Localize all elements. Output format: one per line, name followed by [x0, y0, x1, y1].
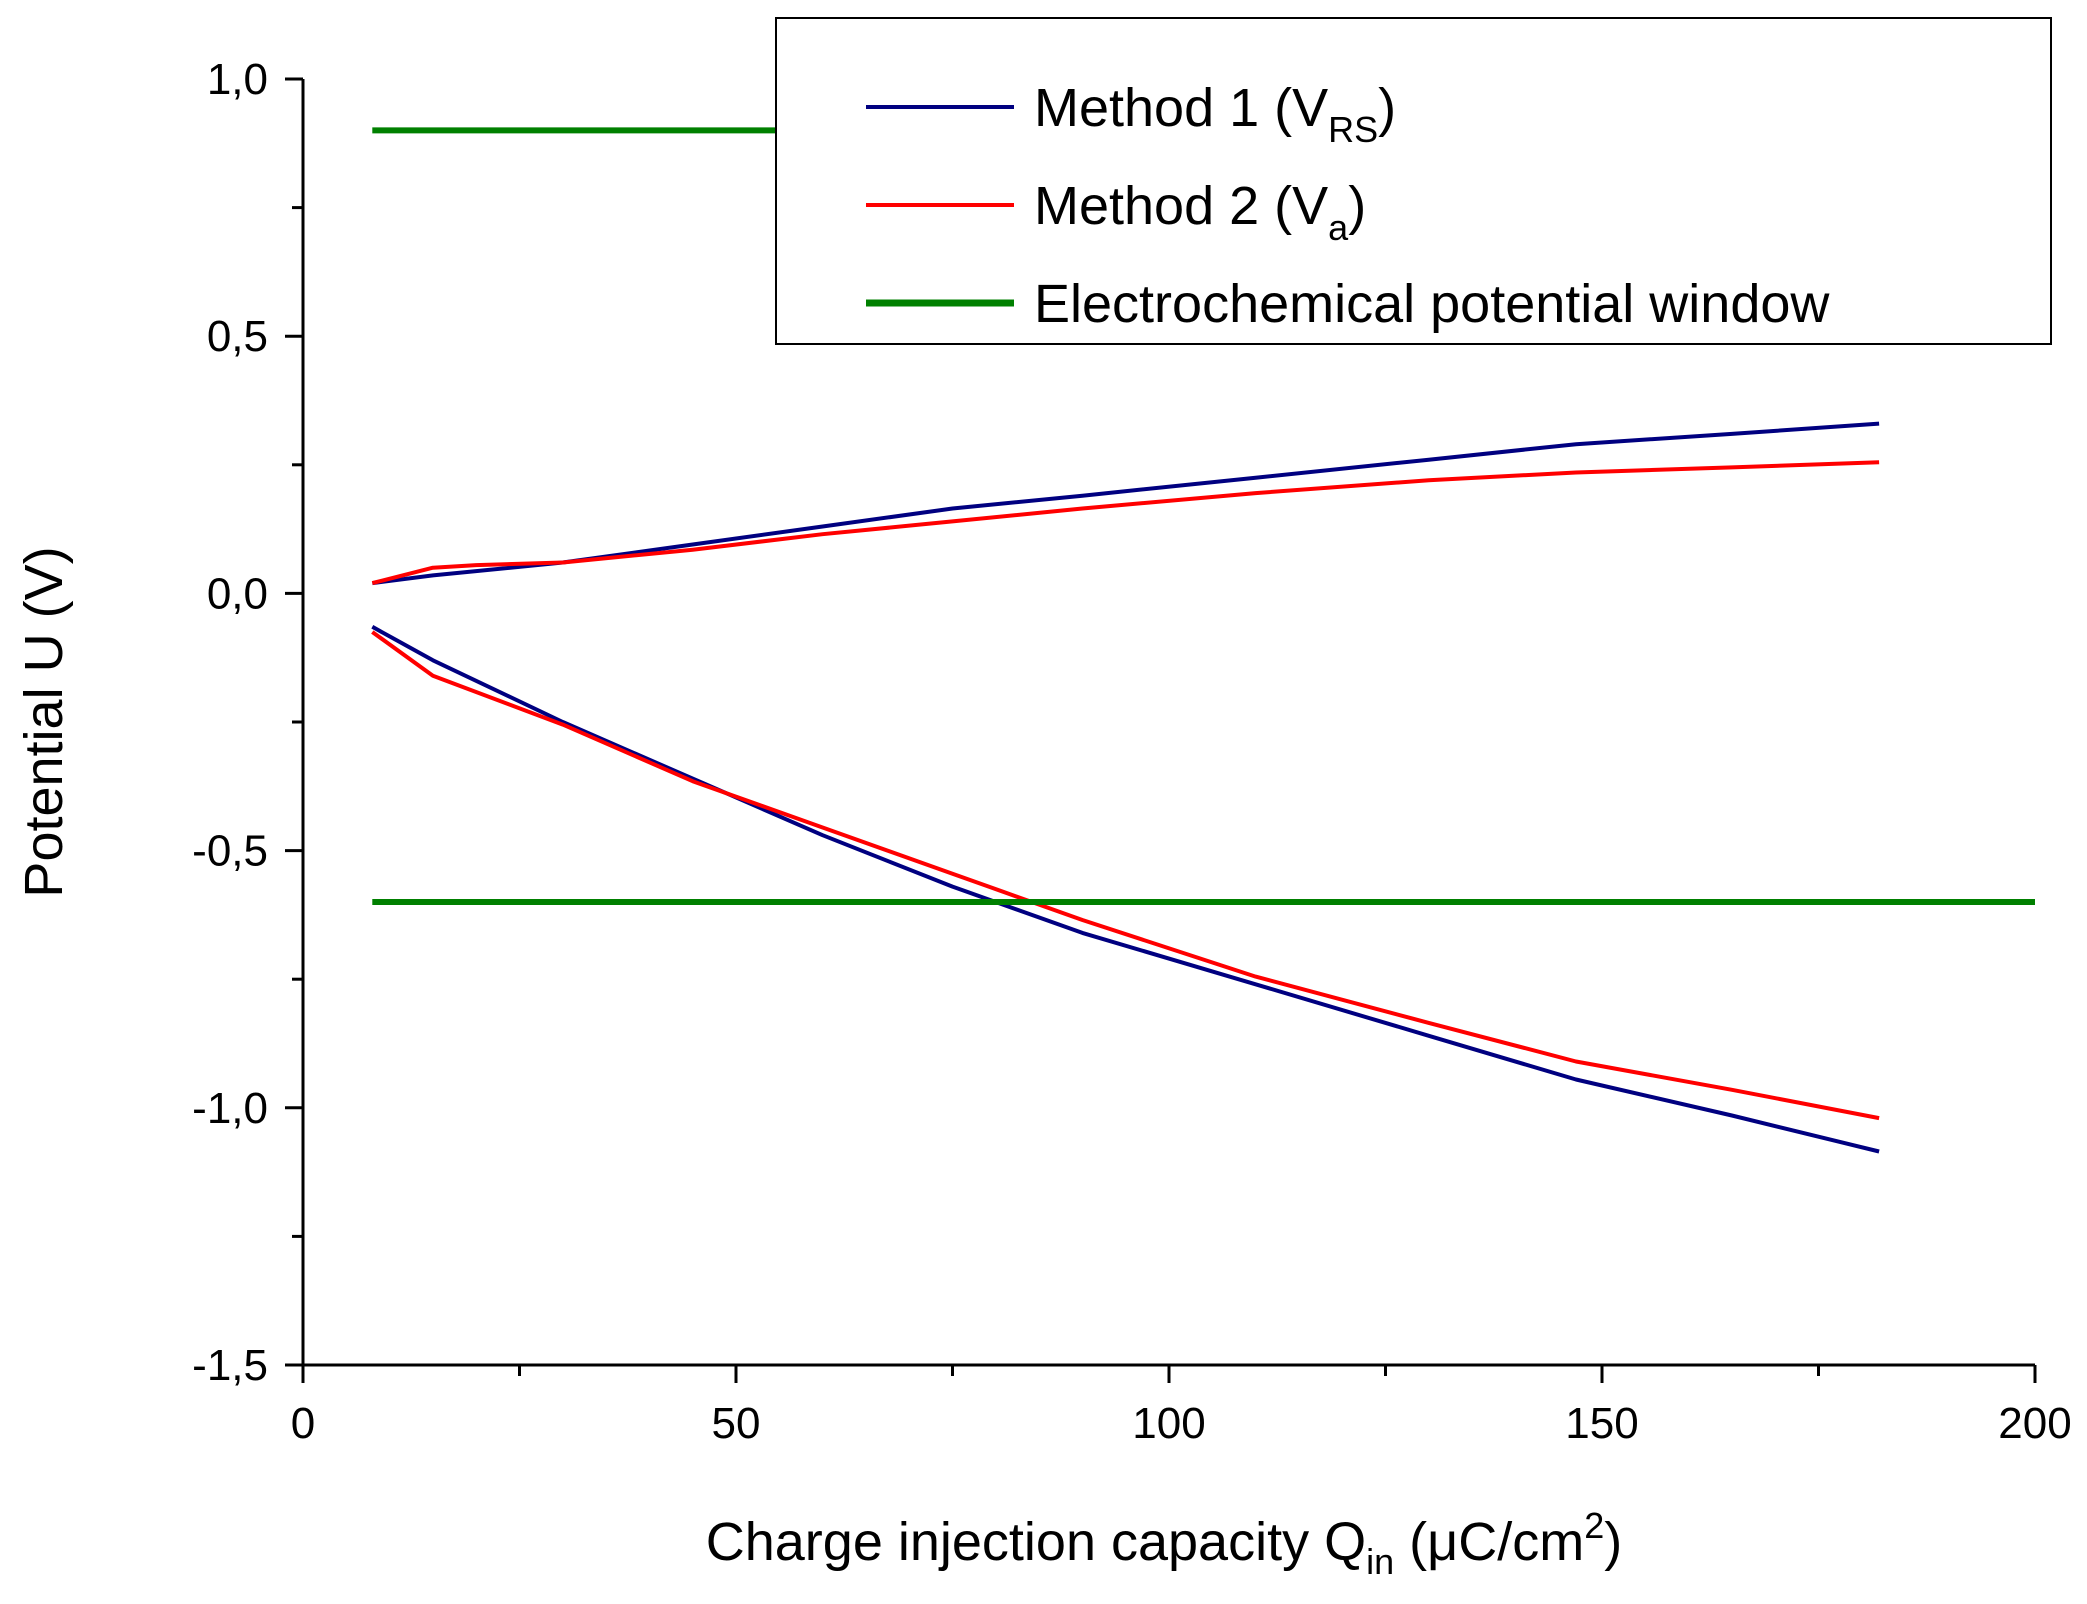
- x-tick-label: 100: [1132, 1399, 1205, 1448]
- series-1-branch-2-line: [371, 625, 1880, 1154]
- legend-label-1: Method 1 (VRS): [1034, 78, 1396, 150]
- x-tick-label: 150: [1565, 1399, 1638, 1448]
- x-axis-label: Charge injection capacity Qin (μC/cm2): [706, 1505, 1622, 1582]
- x-tick-label: 50: [712, 1399, 761, 1448]
- legend-box: [775, 17, 2052, 345]
- legend: Method 1 (VRS) Method 2 (Va) Electrochemic…: [775, 17, 2052, 345]
- series-2-branch-2-line: [371, 630, 1880, 1121]
- y-tick-label: 0,0: [207, 569, 268, 618]
- y-tick-label: -0,5: [192, 827, 268, 876]
- y-tick-label: 0,5: [207, 312, 268, 361]
- y-tick-label: -1,0: [192, 1084, 268, 1133]
- axis-labels: Potential U (V) Charge injection capacity…: [14, 546, 1622, 1582]
- x-tick-label: 0: [291, 1399, 315, 1448]
- x-tick-label: 200: [1998, 1399, 2071, 1448]
- y-tick-label: 1,0: [207, 55, 268, 104]
- y-tick-label: -1,5: [192, 1341, 268, 1390]
- series-2-branch-1-line: [371, 460, 1880, 586]
- axes-layer: 0 50 100 150 200 -1,5 -1,0 -0,5 0,0 0,5 1,0: [192, 55, 2072, 1448]
- legend-label-3: Electrochemical potential window: [1034, 274, 1830, 334]
- y-axis-label: Potential U (V): [14, 546, 74, 897]
- legend-label-2: Method 2 (Va): [1034, 176, 1366, 248]
